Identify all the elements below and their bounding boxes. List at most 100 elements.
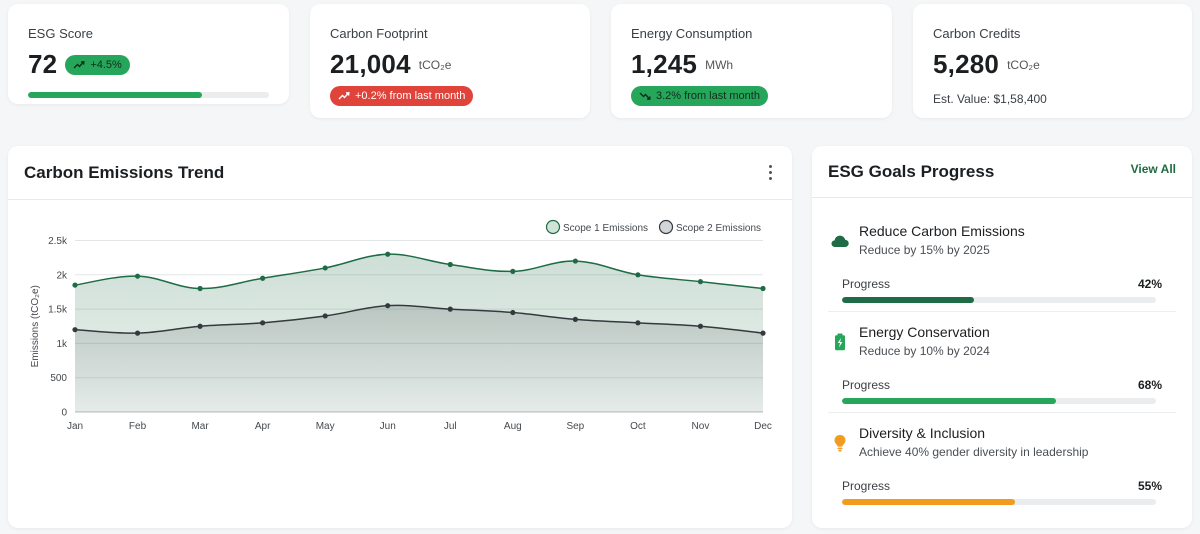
goal-item-carbon: Reduce Carbon Emissions Reduce by 15% by… (812, 223, 1192, 303)
esg-score-progress-fill (28, 92, 202, 98)
carbon-trend-title: Carbon Emissions Trend (24, 162, 225, 182)
energy-consumption-value: 1,245 (631, 49, 698, 79)
goal-progress-row: Progress 68% (842, 378, 1162, 392)
battery-icon (835, 333, 845, 351)
data-point (322, 265, 328, 271)
carbon-trend-card: Carbon Emissions Trend 0 500 1k 1.5k 2k 2.5k J… (8, 146, 792, 528)
data-point (510, 268, 516, 274)
data-point (447, 261, 453, 268)
carbon-credits-value: 5,280 (933, 49, 1000, 79)
carbon-trend-header: Carbon Emissions Trend (8, 146, 792, 200)
data-point (260, 275, 266, 281)
esg-score-label: ESG Score (28, 26, 94, 41)
goal-progress-row: Progress 55% (842, 479, 1162, 493)
trend-up-icon (73, 60, 85, 68)
y-tick-label: 1k (56, 339, 68, 350)
goal-progress-label: Progress (842, 479, 891, 493)
esg-score-card: ESG Score 72 +4.5% (8, 4, 289, 104)
esg-score-badge: +4.5% (65, 54, 130, 75)
trend-up-icon (338, 92, 350, 100)
cloud-icon (831, 235, 849, 247)
esg-goals-header: ESG Goals Progress View All (812, 146, 1192, 198)
goal-progress-bar (842, 398, 1156, 404)
x-tick-label: Mar (191, 421, 209, 432)
data-point (760, 285, 766, 292)
esg-score-progress (28, 92, 269, 98)
y-tick-label: 2k (56, 270, 68, 281)
legend-item: Scope 1 Emissions (545, 219, 648, 235)
data-point (572, 258, 578, 264)
data-point (697, 323, 704, 329)
goal-progress-label: Progress (842, 378, 891, 392)
energy-consumption-label: Energy Consumption (631, 26, 753, 41)
series-line (74, 304, 764, 334)
carbon-footprint-change: +0.2% from last month (355, 90, 466, 102)
data-point (322, 313, 328, 319)
data-point (510, 309, 516, 316)
carbon-credits-card: Carbon Credits 5,280 tCO₂e Est. Value: $… (913, 4, 1192, 118)
goal-title: Diversity & Inclusion (859, 425, 986, 441)
goal-progress-row: Progress 42% (842, 277, 1162, 291)
x-tick-label: Dec (754, 421, 772, 432)
data-point (385, 303, 391, 309)
data-point (72, 282, 78, 288)
carbon-footprint-unit: tCO₂e (418, 57, 452, 72)
x-tick-label: Nov (692, 421, 710, 432)
x-tick-label: Jun (380, 421, 396, 432)
data-point (260, 320, 266, 326)
goal-progress-label: Progress (842, 277, 891, 291)
carbon-footprint-value: 21,004 (330, 49, 411, 79)
x-tick-label: Aug (504, 421, 522, 432)
divider (828, 412, 1176, 413)
x-tick-label: Apr (255, 421, 271, 432)
esg-goals-title: ESG Goals Progress (828, 162, 995, 181)
carbon-footprint-label: Carbon Footprint (330, 26, 428, 41)
carbon-credits-label: Carbon Credits (933, 26, 1021, 41)
data-point (697, 279, 704, 285)
goal-progress-pct: 55% (1137, 479, 1162, 493)
goal-progress-fill (842, 398, 1056, 404)
legend-label: Scope 1 Emissions (563, 223, 648, 234)
carbon-credits-est-value: Est. Value: $1,58,400 (933, 92, 1047, 106)
data-point (572, 316, 578, 322)
data-point (760, 330, 766, 336)
legend-swatch (545, 219, 561, 235)
data-point (134, 330, 141, 336)
data-point (447, 306, 453, 312)
goal-progress-fill (842, 297, 974, 303)
data-point (635, 272, 641, 278)
goal-title: Reduce Carbon Emissions (859, 223, 1025, 239)
goal-item-energy: Energy Conservation Reduce by 10% by 202… (812, 324, 1192, 404)
y-tick-label: 1.5k (48, 305, 68, 316)
data-point (635, 320, 641, 326)
x-tick-label: Feb (129, 421, 147, 432)
y-tick-label: 2.5k (48, 236, 68, 247)
legend-item: Scope 2 Emissions (658, 219, 761, 235)
esg-score-value: 72 (28, 49, 58, 79)
x-tick-label: May (316, 421, 335, 432)
goal-progress-bar (842, 297, 1156, 303)
goal-progress-bar (842, 499, 1156, 505)
goal-title: Energy Conservation (859, 324, 990, 340)
esg-score-change: +4.5% (90, 58, 122, 71)
data-point (197, 285, 203, 292)
data-point (385, 251, 391, 257)
goal-progress-pct: 68% (1137, 378, 1162, 392)
legend-label: Scope 2 Emissions (676, 223, 761, 234)
energy-consumption-unit: MWh (705, 57, 734, 72)
y-tick-label: 500 (50, 373, 67, 384)
legend-swatch (658, 219, 674, 235)
goal-subtitle: Reduce by 15% by 2025 (859, 243, 990, 257)
view-all-link[interactable]: View All (1130, 162, 1176, 176)
y-tick-label: 0 (61, 408, 67, 419)
goal-progress-fill (842, 499, 1015, 505)
series-area (75, 305, 763, 412)
goal-item-diversity: Diversity & Inclusion Achieve 40% gender… (812, 425, 1192, 505)
carbon-trend-chart: 0 500 1k 1.5k 2k 2.5k Jan Feb Mar Apr May Jun Jul Aug… (30, 219, 772, 432)
lightbulb-icon (834, 435, 846, 452)
data-point (72, 327, 78, 333)
more-options-icon[interactable] (764, 165, 776, 180)
carbon-footprint-card: Carbon Footprint 21,004 tCO₂e +0.2% from… (310, 4, 590, 118)
esg-goals-card: ESG Goals Progress View All Reduce Carbo… (812, 146, 1192, 528)
x-tick-label: Jul (444, 421, 457, 432)
